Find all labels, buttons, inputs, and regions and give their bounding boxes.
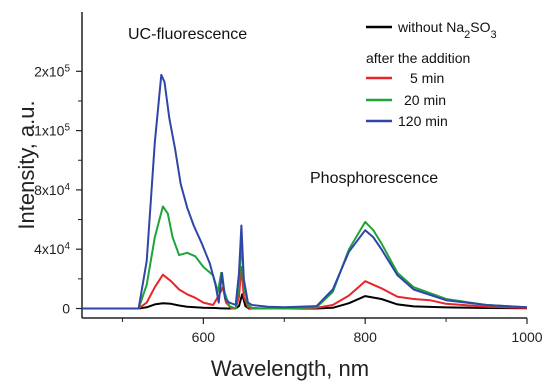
series-line-without	[82, 293, 528, 310]
series-layer	[82, 73, 528, 310]
legend-item-without: without Na2SO3	[397, 19, 497, 41]
y-tick-label: 4x104	[34, 241, 70, 257]
legend-item-5min: 5 min	[410, 70, 444, 86]
x-tick-label: 1000	[511, 329, 542, 345]
legend-item-120min: 120 min	[398, 113, 448, 129]
legend: without Na2SO3 after the addition 5 min …	[366, 19, 497, 129]
series-line-5min	[82, 266, 528, 310]
annotation-phosphorescence: Phosphorescence	[310, 170, 438, 187]
series-line-20min	[82, 205, 528, 310]
y-axis-label: Intensity, a.u.	[14, 100, 39, 229]
x-axis-label: Wavelength, nm	[211, 356, 369, 381]
x-tick-label: 800	[354, 329, 378, 345]
plot-frame	[81, 12, 527, 319]
legend-item-20min: 20 min	[404, 92, 446, 108]
tick-layer: 600 800 1000 0 4x104 8x104 1x105 2x105	[34, 63, 543, 345]
y-tick-label: 8x104	[34, 181, 70, 198]
x-tick-label: 600	[192, 329, 216, 345]
y-tick-label: 0	[62, 301, 70, 317]
y-tick-label: 2x105	[34, 63, 70, 80]
legend-heading: after the addition	[366, 50, 470, 66]
annotation-uc-fluorescence: UC-fluorescence	[128, 26, 247, 43]
y-tick-label: 1x105	[34, 122, 70, 139]
series-line-120min	[82, 73, 528, 310]
